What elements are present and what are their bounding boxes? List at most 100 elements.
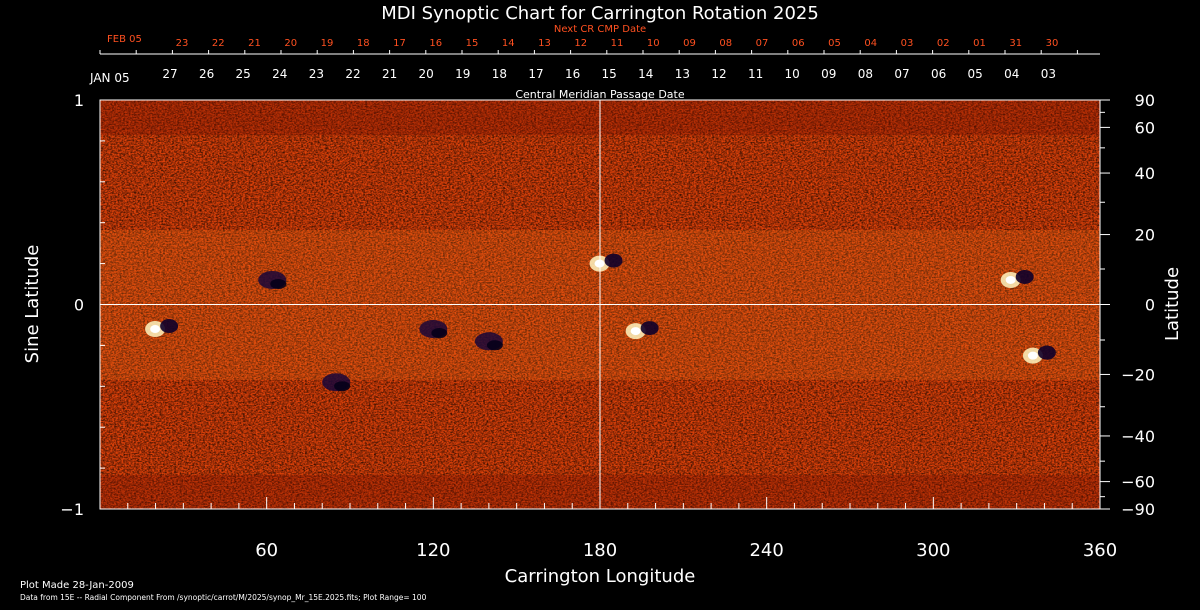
- negative-polarity-patch: [1015, 269, 1034, 284]
- next-cr-day-label: 05: [828, 38, 841, 49]
- cmp-day-label: 17: [528, 67, 543, 81]
- positive-polarity-core: [1005, 275, 1016, 284]
- negative-polarity-patch: [640, 321, 659, 336]
- active-region: [419, 320, 448, 339]
- negative-polarity-core: [270, 278, 287, 289]
- left-axis-title: Sine Latitude: [22, 245, 43, 364]
- negative-polarity-patch: [160, 319, 179, 334]
- right-tick-label: −20: [1121, 365, 1155, 384]
- right-tick-label: 90: [1135, 91, 1155, 110]
- cmp-day-label: 19: [455, 67, 470, 81]
- x-axis-ticks: 60 120 180 240 300 360: [99, 497, 1117, 561]
- next-start-label: FEB 05: [107, 34, 142, 45]
- right-tick-label: −60: [1121, 473, 1155, 492]
- x-tick-label: 300: [916, 540, 950, 561]
- cmp-day-label: 21: [382, 67, 397, 81]
- negative-polarity-core: [431, 328, 448, 339]
- x-axis-title: Carrington Longitude: [505, 566, 696, 587]
- next-cr-day-label: 14: [502, 38, 515, 49]
- next-cr-day-label: 31: [1009, 38, 1022, 49]
- cmp-day-label: 15: [602, 67, 617, 81]
- next-cr-day-label: 04: [864, 38, 877, 49]
- plot-made-label: Plot Made 28-Jan-2009: [20, 580, 134, 591]
- right-axis-title: Latitude: [1162, 267, 1183, 341]
- chart-title: MDI Synoptic Chart for Carrington Rotati…: [381, 3, 819, 24]
- right-tick-label: 40: [1135, 164, 1155, 183]
- cmp-start-label: JAN 05: [89, 71, 130, 85]
- next-cr-day-label: 12: [574, 38, 587, 49]
- positive-polarity-core: [1027, 351, 1038, 360]
- x-tick-label: 360: [1083, 540, 1117, 561]
- negative-polarity-patch: [604, 253, 623, 268]
- x-tick-label: 240: [749, 540, 783, 561]
- cmp-day-label: 09: [821, 67, 836, 81]
- right-tick-label: 0: [1145, 296, 1155, 315]
- next-cr-label: Next CR CMP Date: [554, 24, 646, 35]
- active-region: [1000, 269, 1034, 288]
- next-cr-day-label: 08: [719, 38, 732, 49]
- next-cr-day-label: 15: [466, 38, 479, 49]
- next-cr-day-label: 07: [756, 38, 769, 49]
- active-region: [1022, 345, 1056, 364]
- left-axis-ticks: 1 0 −1: [60, 91, 110, 519]
- next-cr-day-label: 02: [937, 38, 950, 49]
- positive-polarity-core: [630, 327, 641, 336]
- cmp-day-label: 10: [785, 67, 800, 81]
- next-cr-day-label: 03: [901, 38, 914, 49]
- next-cr-day-label: 09: [683, 38, 696, 49]
- active-region: [322, 373, 351, 392]
- right-tick-label: −90: [1121, 500, 1155, 519]
- next-cr-day-label: 18: [357, 38, 370, 49]
- positive-polarity-core: [150, 325, 161, 334]
- x-tick-label: 60: [255, 540, 278, 561]
- next-cr-day-label: 19: [321, 38, 334, 49]
- negative-polarity-core: [486, 340, 503, 351]
- negative-polarity-patch: [1037, 345, 1056, 360]
- active-region: [258, 270, 287, 289]
- active-regions: [145, 253, 1056, 392]
- next-cr-day-label: 16: [429, 38, 442, 49]
- next-cr-day-label: 11: [611, 38, 624, 49]
- data-source-label: Data from 15E -- Radial Component From /…: [20, 593, 427, 602]
- next-cr-day-label: 01: [973, 38, 986, 49]
- cmp-day-label: 06: [931, 67, 946, 81]
- cmp-day-label: 20: [419, 67, 434, 81]
- cmp-day-label: 08: [858, 67, 873, 81]
- cmp-day-label: 22: [345, 67, 360, 81]
- active-region: [625, 321, 659, 340]
- next-cr-day-label: 21: [248, 38, 261, 49]
- cmp-day-label: 07: [894, 67, 909, 81]
- next-cr-day-label: 23: [176, 38, 189, 49]
- next-cr-day-label: 22: [212, 38, 225, 49]
- left-tick-label: −1: [60, 500, 84, 519]
- cmp-day-label: 26: [199, 67, 214, 81]
- next-cr-day-label: 13: [538, 38, 551, 49]
- cmp-day-label: 12: [711, 67, 726, 81]
- right-axis-ticks: 90 60 40 20 0 −20 −40 −60 −90: [1100, 91, 1155, 519]
- cmp-day-label: 27: [162, 67, 177, 81]
- next-cr-day-label: 30: [1046, 38, 1059, 49]
- right-tick-label: −40: [1121, 427, 1155, 446]
- cmp-day-label: 11: [748, 67, 763, 81]
- cmp-day-label: 03: [1041, 67, 1056, 81]
- negative-polarity-core: [334, 381, 351, 392]
- next-cr-day-label: 17: [393, 38, 406, 49]
- cmp-day-label: 25: [236, 67, 251, 81]
- next-cr-day-labels: 23 22 21 20 19 18 17 16 15 14 13 12 11 10 09 08 07 06 05 04…: [176, 38, 1059, 49]
- cmp-day-label: 13: [675, 67, 690, 81]
- cmp-day-label: 05: [968, 67, 983, 81]
- cmp-day-label: 18: [492, 67, 507, 81]
- active-region: [145, 319, 179, 338]
- cmp-day-label: 04: [1004, 67, 1019, 81]
- next-cr-day-label: 20: [284, 38, 297, 49]
- cmp-axis-title: Central Meridian Passage Date: [515, 88, 684, 101]
- cmp-day-label: 23: [309, 67, 324, 81]
- x-tick-label: 120: [416, 540, 450, 561]
- right-tick-label: 60: [1135, 118, 1155, 137]
- x-tick-label: 180: [583, 540, 617, 561]
- next-cr-ticks: [99, 50, 1078, 54]
- next-cr-day-label: 06: [792, 38, 805, 49]
- active-region: [474, 332, 503, 351]
- next-cr-day-label: 10: [647, 38, 660, 49]
- left-tick-label: 0: [74, 296, 84, 315]
